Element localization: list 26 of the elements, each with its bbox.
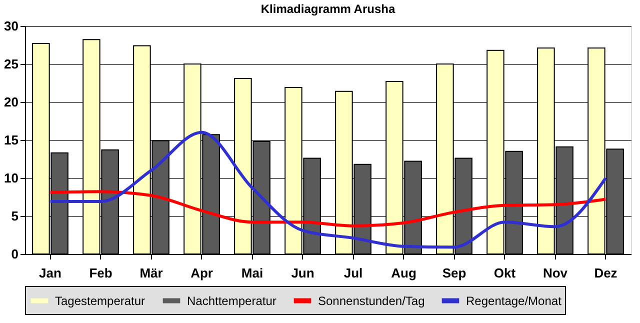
x-tick-label: Aug — [391, 266, 416, 280]
x-tick-label: Jul — [344, 266, 363, 280]
x-tick-label: Apr — [190, 266, 213, 280]
x-tick-label: Jun — [291, 266, 314, 280]
x-tick-label: Sep — [442, 266, 466, 280]
x-tick-label: Okt — [494, 266, 516, 280]
line-series — [48, 190, 608, 228]
legend-label: Sonnenstunden/Tag — [318, 294, 425, 308]
y-tick-label: 15 — [4, 132, 18, 148]
y-tick-label: 0 — [11, 246, 18, 262]
y-tick-label: 30 — [4, 18, 18, 34]
x-tick-label: Feb — [89, 266, 112, 280]
y-tick-label: 5 — [11, 208, 18, 224]
x-tick-label: Mär — [140, 266, 163, 280]
legend-label: Tagestemperatur — [55, 294, 146, 308]
x-tick-label: Jan — [39, 266, 62, 280]
x-tick-label: Nov — [542, 266, 568, 280]
x-tick-label: Dez — [594, 266, 618, 280]
y-tick-label: 25 — [4, 56, 18, 72]
x-tick-label: Mai — [241, 266, 264, 280]
line-series — [48, 130, 608, 249]
y-tick-label: 10 — [4, 170, 18, 186]
legend-label: Nachttemperatur — [187, 294, 276, 308]
legend-label: Regentage/Monat — [466, 294, 562, 308]
y-tick-label: 20 — [4, 94, 18, 110]
chart-title: Klimadiagramm Arusha — [260, 2, 396, 16]
